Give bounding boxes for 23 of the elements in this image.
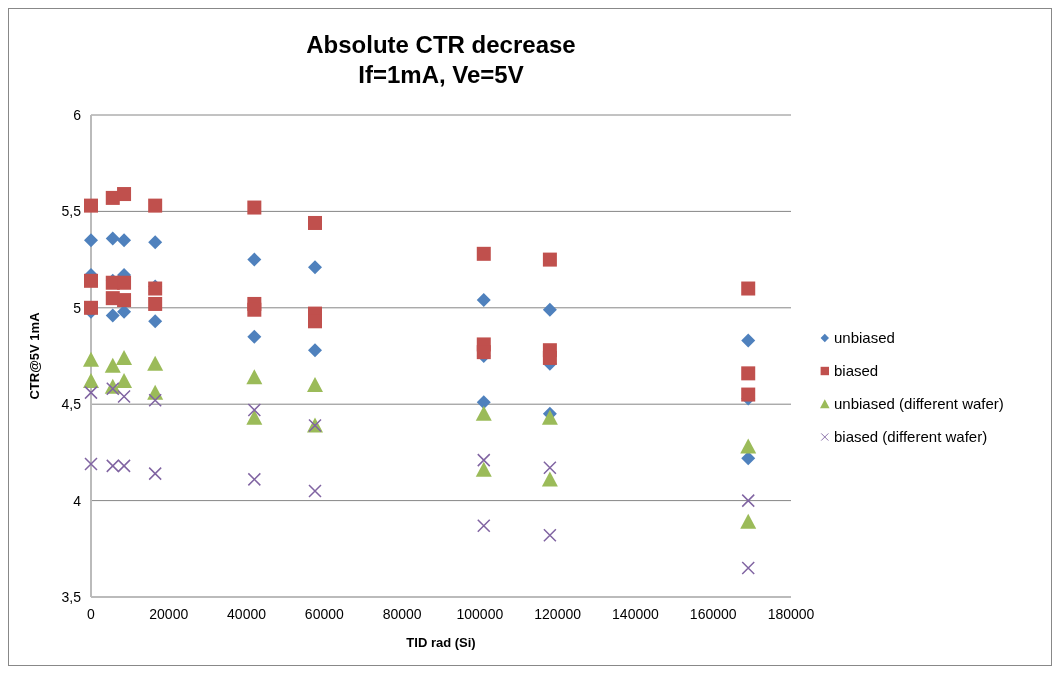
x-tick-label: 180000 — [767, 606, 815, 622]
legend-label: biased — [834, 362, 879, 380]
y-tick-label: 4,5 — [61, 396, 82, 413]
x-tick-label: 40000 — [227, 606, 267, 622]
x-tick-label: 160000 — [689, 606, 737, 622]
x-tick-label: 120000 — [534, 606, 582, 622]
x-tick-label: 60000 — [304, 606, 345, 622]
y-tick-label: 3,5 — [61, 588, 82, 605]
y-tick-label: 5,5 — [61, 203, 82, 220]
x-tick-label: 0 — [87, 606, 96, 622]
legend-label: unbiased — [834, 329, 895, 347]
x-tick-label: 80000 — [382, 606, 422, 622]
y-tick-label: 4 — [73, 492, 82, 509]
y-axis-title: CTR@5V 1mA — [27, 311, 42, 400]
x-tick-label: 140000 — [612, 606, 660, 622]
x-tick-label: 20000 — [149, 606, 189, 622]
x-axis-title: TID rad (Si) — [406, 635, 476, 650]
chart-title: Absolute CTR decrease If=1mA, Ve=5V — [306, 31, 576, 88]
y-tick-label: 5 — [73, 299, 82, 316]
x-tick-label: 100000 — [456, 606, 504, 622]
y-tick-label: 6 — [73, 106, 82, 123]
legend-label: biased (different wafer) — [834, 428, 988, 446]
legend-label: unbiased (different wafer) — [834, 395, 1004, 413]
